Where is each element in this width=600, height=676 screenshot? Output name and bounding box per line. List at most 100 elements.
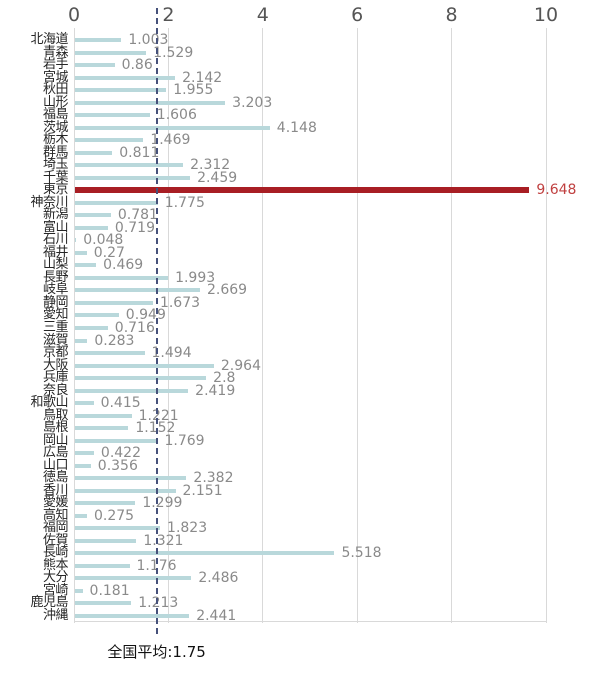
value-label: 1.775 [164,194,205,211]
category-label: 愛媛 [42,495,69,511]
x-tick-label: 10 [533,4,559,26]
bar-highlight [75,187,530,194]
x-tick-label: 8 [445,4,458,26]
category-label: 福岡 [42,520,69,536]
bar [75,150,113,155]
gridline [262,28,264,623]
bar [75,488,176,493]
bar [75,225,108,230]
category-label: 佐賀 [42,532,69,548]
category-label: 三重 [42,320,69,335]
value-label: 0.415 [100,395,141,412]
value-label: 1.673 [159,294,201,311]
bar [75,300,153,305]
value-label: 9.648 [536,182,577,199]
value-label: 2.441 [196,607,237,624]
x-tick-label: 6 [351,4,364,26]
category-label: 徳島 [42,470,69,486]
bar [75,263,97,268]
gridline [73,28,75,623]
value-label: 2.669 [206,282,248,299]
category-label: 大阪 [42,357,69,373]
bar [75,38,122,43]
value-label: 1.299 [142,495,183,512]
gridline [451,28,453,623]
category-label: 青森 [42,44,69,60]
bar [75,388,189,393]
value-label: 1.529 [153,44,194,61]
value-label: 2.312 [190,157,231,174]
bar [75,326,108,330]
value-label: 2.419 [195,382,236,399]
category-label: 福島 [42,107,69,123]
value-label: 2.459 [197,169,238,186]
value-label: 0.716 [114,320,155,336]
bar [75,551,335,556]
category-label: 香川 [42,482,69,498]
value-label: 2.382 [193,470,234,487]
category-label: 岡山 [42,432,69,448]
x-tick-label: 0 [67,4,81,26]
category-label: 北海道 [30,32,68,48]
value-label: 1.213 [138,595,179,612]
gridline [545,28,547,623]
x-tick-label: 2 [162,4,175,26]
bar [75,351,145,356]
value-label: 0.811 [119,144,160,161]
average-dashed-line [155,8,158,634]
bar [75,113,150,118]
bar [75,426,129,431]
bar [75,526,161,531]
bar [75,275,169,280]
value-label: 1.321 [143,532,184,549]
average-value-label: 全国平均:1.75 [107,643,206,661]
category-label: 新潟 [42,207,69,223]
bar [75,513,87,518]
bar [75,250,87,255]
value-label: 0.048 [83,232,124,249]
value-label: 2.486 [198,570,239,587]
value-label: 1.152 [135,420,176,437]
category-label: 兵庫 [42,370,69,386]
bar [75,125,270,130]
bar [75,376,207,381]
bar [75,601,132,606]
category-label: 茨城 [42,119,69,135]
category-label: 山口 [42,457,69,473]
bar [75,175,191,180]
bar [75,138,144,143]
category-label: 千葉 [42,169,69,185]
value-label: 0.283 [94,332,135,349]
category-label: 滋賀 [42,332,69,348]
category-label: 神奈川 [30,194,68,210]
bar [75,163,184,168]
bar [75,588,83,593]
bar [75,338,88,343]
value-label: 0.781 [117,207,158,224]
category-label: 埼玉 [42,157,69,173]
category-label: 東京 [42,182,69,198]
category-label: 岐阜 [42,282,69,298]
category-label: 高知 [42,507,69,523]
value-label: 5.518 [341,545,382,562]
category-label: 熊本 [42,557,69,573]
bar [75,501,136,506]
category-label: 石川 [42,232,69,248]
value-label: 0.469 [103,257,144,274]
value-label: 0.719 [114,219,156,236]
bar [75,563,130,568]
category-label: 宮崎 [42,582,69,598]
value-label: 4.148 [276,119,317,136]
bar [75,50,147,55]
value-label: 2.142 [182,69,223,86]
bar [75,538,137,543]
value-label: 1.993 [175,269,216,286]
category-label: 鹿児島 [30,595,68,611]
value-label: 0.422 [100,445,141,462]
x-axis-baseline [74,621,546,622]
bar [75,576,192,581]
value-label: 1.221 [138,407,179,424]
value-label: 1.494 [151,345,192,362]
value-label: 0.27 [93,244,125,261]
